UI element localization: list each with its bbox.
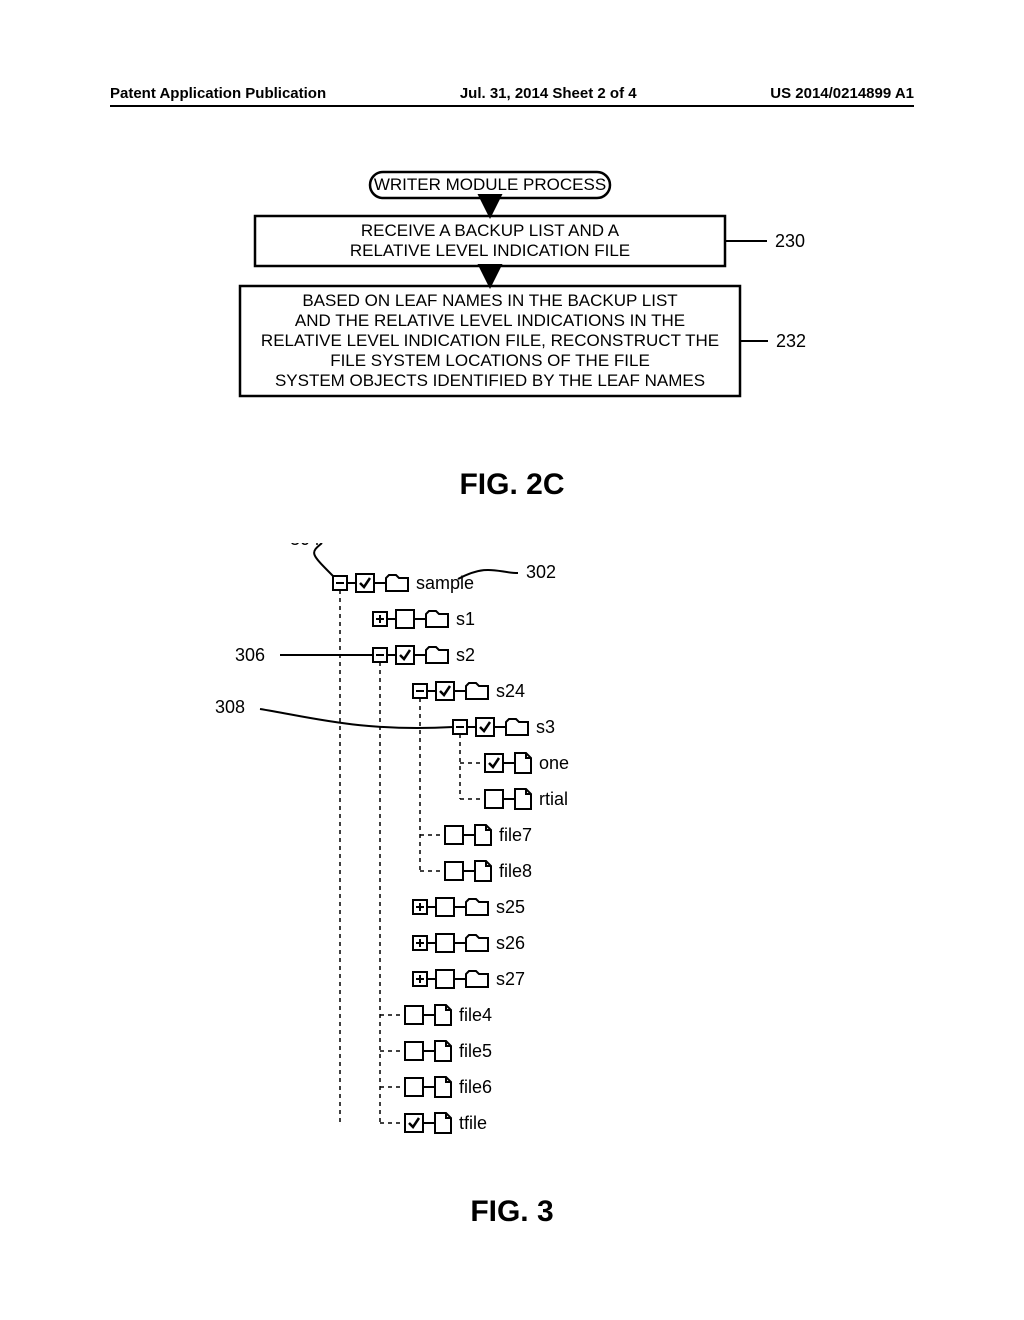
svg-text:s26: s26 (496, 933, 525, 953)
svg-text:AND THE RELATIVE LEVEL IND: AND THE RELATIVE LEVEL INDICATIONS IN TH… (295, 311, 685, 330)
svg-text:one: one (539, 753, 569, 773)
svg-text:RECEIVE A BACKUP LIST AND: RECEIVE A BACKUP LIST AND A (361, 221, 620, 240)
svg-text:file4: file4 (459, 1005, 492, 1025)
svg-text:s25: s25 (496, 897, 525, 917)
page-header: Patent Application Publication Jul. 31, … (0, 85, 1024, 102)
fig3-caption: FIG. 3 (0, 1195, 1024, 1229)
header-center: Jul. 31, 2014 Sheet 2 of 4 (460, 85, 637, 102)
svg-text:308: 308 (215, 697, 245, 717)
svg-text:304: 304 (290, 543, 320, 549)
svg-text:s1: s1 (456, 609, 475, 629)
fig2c-caption: FIG. 2C (0, 468, 1024, 502)
fig-3: samples1s2s24s3onertialfile7file8s25s26s… (0, 543, 1024, 1183)
header-left: Patent Application Publication (110, 85, 326, 102)
fig-2c: WRITER MODULE PROCESS RECEIVE A BACKUP LI… (0, 160, 1024, 480)
svg-text:s27: s27 (496, 969, 525, 989)
svg-text:s2: s2 (456, 645, 475, 665)
svg-text:230: 230 (775, 231, 805, 251)
svg-text:FILE SYSTEM LOCATIONS OF T: FILE SYSTEM LOCATIONS OF THE FILE (330, 351, 650, 370)
svg-text:RELATIVE LEVEL INDICATION F: RELATIVE LEVEL INDICATION FILE, RECONSTR… (261, 331, 719, 350)
svg-text:302: 302 (526, 562, 556, 582)
svg-text:s3: s3 (536, 717, 555, 737)
svg-text:232: 232 (776, 331, 806, 351)
svg-text:file7: file7 (499, 825, 532, 845)
svg-text:306: 306 (235, 645, 265, 665)
svg-text:file5: file5 (459, 1041, 492, 1061)
header-right: US 2014/0214899 A1 (770, 85, 914, 102)
header-rule (110, 105, 914, 107)
svg-text:BASED ON LEAF NAMES IN TH: BASED ON LEAF NAMES IN THE BACKUP LIST (302, 291, 677, 310)
svg-text:RELATIVE LEVEL INDICATION F: RELATIVE LEVEL INDICATION FILE (350, 241, 630, 260)
svg-text:tfile: tfile (459, 1113, 487, 1133)
svg-text:SYSTEM OBJECTS IDENTIFIED B: SYSTEM OBJECTS IDENTIFIED BY THE LEAF NA… (275, 371, 705, 390)
svg-text:WRITER MODULE PROCESS: WRITER MODULE PROCESS (374, 175, 606, 194)
svg-text:rtial: rtial (539, 789, 568, 809)
svg-text:file8: file8 (499, 861, 532, 881)
svg-text:s24: s24 (496, 681, 525, 701)
svg-text:file6: file6 (459, 1077, 492, 1097)
